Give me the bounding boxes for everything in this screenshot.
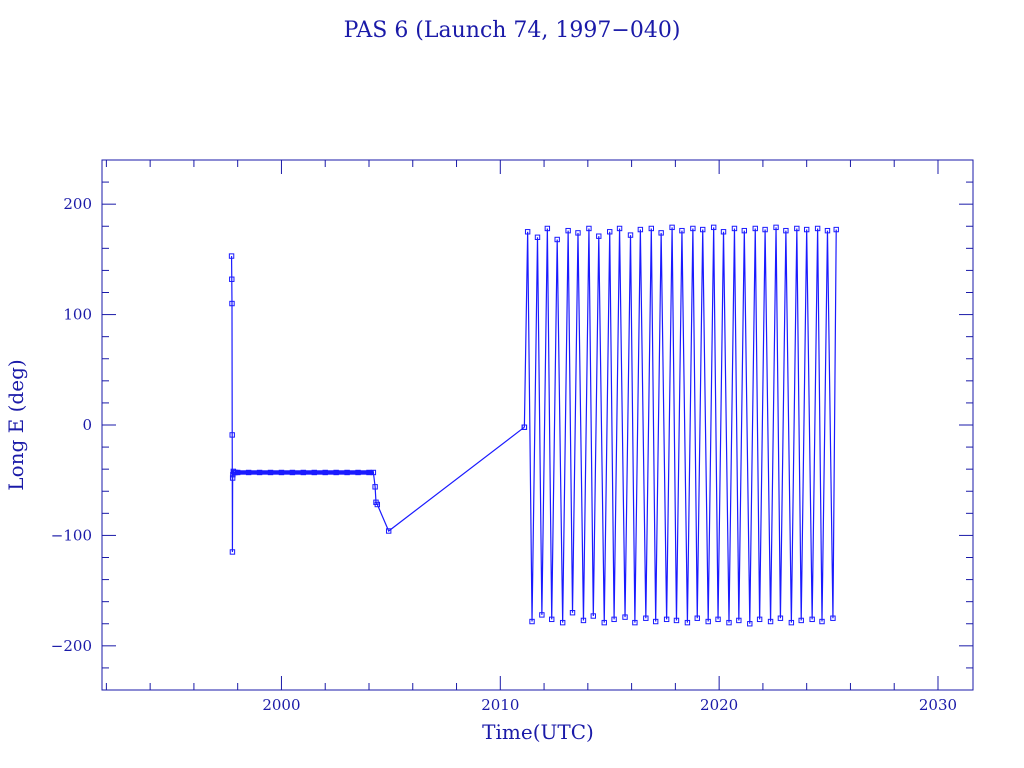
- x-tick-label: 2020: [700, 696, 738, 714]
- data-point: [565, 227, 571, 234]
- chart-title: PAS 6 (Launch 74, 1997−040): [344, 18, 681, 43]
- data-point: [710, 224, 717, 231]
- data-point: [627, 232, 634, 238]
- x-tick-label: 2010: [481, 696, 519, 714]
- data-point: [607, 229, 613, 235]
- x-axis-label: Time(UTC): [482, 720, 594, 744]
- data-point: [374, 501, 381, 508]
- series-line: [230, 256, 525, 552]
- data-point: [783, 227, 789, 234]
- data-point: [726, 619, 732, 626]
- data-point: [229, 276, 235, 282]
- data-point: [684, 619, 691, 626]
- data-point: [596, 233, 602, 239]
- data-point: [643, 615, 649, 621]
- data-point: [747, 621, 753, 627]
- data-point: [632, 619, 638, 626]
- data-point: [622, 614, 628, 620]
- data-point: [658, 230, 664, 236]
- data-point: [731, 225, 738, 232]
- y-tick-label: 0: [82, 416, 92, 434]
- tick-labels: −200 −100 0 100 200 2000 2010 2020 2030: [51, 195, 957, 714]
- data-point: [229, 432, 235, 438]
- data-point: [803, 226, 810, 233]
- data-point: [690, 225, 696, 232]
- data-point: [700, 226, 706, 233]
- axis-ticks: [102, 159, 973, 691]
- data-point: [762, 226, 768, 233]
- data-point: [529, 618, 535, 625]
- data-point: [229, 300, 235, 307]
- data-point: [586, 225, 592, 232]
- data-point: [554, 236, 560, 243]
- data-point: [611, 616, 617, 623]
- data-point: [694, 615, 700, 621]
- data-point: [590, 613, 597, 619]
- data-point: [524, 229, 531, 235]
- y-axis-label: Long E (deg): [4, 359, 28, 490]
- data-point: [616, 225, 623, 232]
- data-point: [580, 617, 587, 624]
- data-point: [773, 224, 779, 231]
- y-tick-label: 100: [63, 306, 92, 324]
- data-point: [601, 619, 607, 626]
- data-point: [673, 617, 680, 624]
- data-point: [372, 484, 378, 490]
- data-point: [819, 618, 825, 625]
- data-point: [794, 225, 800, 232]
- data-point: [767, 618, 774, 625]
- data-point: [663, 616, 670, 623]
- y-tick-label: −100: [51, 526, 92, 544]
- data-point: [575, 230, 581, 236]
- data-point: [669, 224, 675, 231]
- data-point: [539, 612, 545, 618]
- data-point: [534, 234, 541, 240]
- data-point: [798, 617, 804, 624]
- data-point: [833, 226, 839, 233]
- data-point: [777, 615, 784, 621]
- data-point: [569, 610, 576, 616]
- data-point: [715, 616, 721, 623]
- data-point: [756, 616, 763, 623]
- data-point: [559, 619, 566, 626]
- station-keeping-band: [234, 470, 374, 475]
- data-point: [679, 227, 685, 234]
- y-tick-label: 200: [63, 195, 92, 213]
- data-point: [736, 617, 742, 624]
- data-point: [809, 616, 815, 623]
- series-2: [521, 224, 839, 627]
- series-1: [228, 253, 528, 555]
- data-point: [229, 475, 236, 481]
- y-tick-label: −200: [51, 637, 92, 655]
- data-point: [228, 253, 235, 259]
- data-point: [824, 227, 831, 234]
- data-point: [741, 227, 748, 234]
- data-point: [229, 549, 236, 555]
- data-point: [814, 225, 821, 232]
- data-point: [549, 616, 555, 623]
- x-tick-label: 2030: [919, 696, 957, 714]
- data-point: [830, 615, 836, 621]
- series-line: [523, 227, 837, 624]
- data-point: [648, 225, 654, 232]
- data-point: [652, 618, 659, 625]
- x-tick-label: 2000: [262, 696, 300, 714]
- data-point: [705, 618, 711, 625]
- data-point: [752, 225, 758, 232]
- data-point: [385, 528, 392, 534]
- data-point: [788, 619, 795, 626]
- data-point: [544, 225, 551, 232]
- data-point: [521, 424, 528, 430]
- data-point: [637, 226, 644, 233]
- series-layer: [228, 224, 839, 627]
- data-point: [720, 229, 727, 235]
